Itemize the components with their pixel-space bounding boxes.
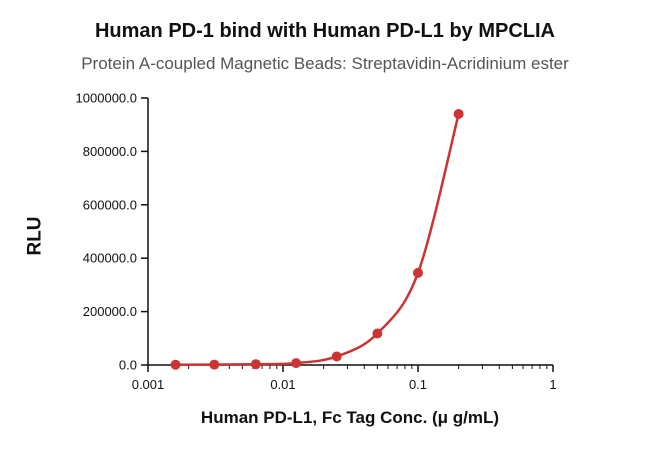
data-point xyxy=(453,109,464,120)
x-axis-ticks: 0.001 0.01 0.1 1 xyxy=(132,365,557,392)
chart-title: Human PD-1 bind with Human PD-L1 by MPCL… xyxy=(94,20,555,42)
y-tick-label: 400000.0 xyxy=(83,251,137,266)
chart-subtitle: Protein A-coupled Magnetic Beads: Strept… xyxy=(81,54,569,73)
y-tick-label: 0.0 xyxy=(119,358,137,373)
fit-curve xyxy=(175,113,460,366)
data-point xyxy=(291,358,302,369)
y-tick-label: 800000.0 xyxy=(83,144,137,159)
data-point xyxy=(413,267,423,278)
data-points xyxy=(170,109,464,370)
data-point xyxy=(170,359,181,370)
data-point xyxy=(209,359,220,370)
y-axis-ticks: 0.0 200000.0 400000.0 600000.0 800000.0 10000… xyxy=(76,91,148,373)
x-tick-label: 1 xyxy=(549,377,556,392)
data-point xyxy=(372,328,383,339)
x-axis-label: Human PD-L1, Fc Tag Conc. (μ g/mL) xyxy=(200,408,500,427)
data-point xyxy=(250,359,261,370)
x-axis-minor-ticks xyxy=(188,365,548,369)
x-tick-label: 0.1 xyxy=(409,377,427,392)
y-tick-label: 200000.0 xyxy=(83,304,137,319)
x-tick-label: 0.01 xyxy=(270,377,295,392)
x-tick-label: 0.001 xyxy=(132,377,165,392)
data-point xyxy=(331,351,342,362)
y-tick-label: 600000.0 xyxy=(83,197,137,212)
y-tick-label: 1000000.0 xyxy=(76,91,137,106)
